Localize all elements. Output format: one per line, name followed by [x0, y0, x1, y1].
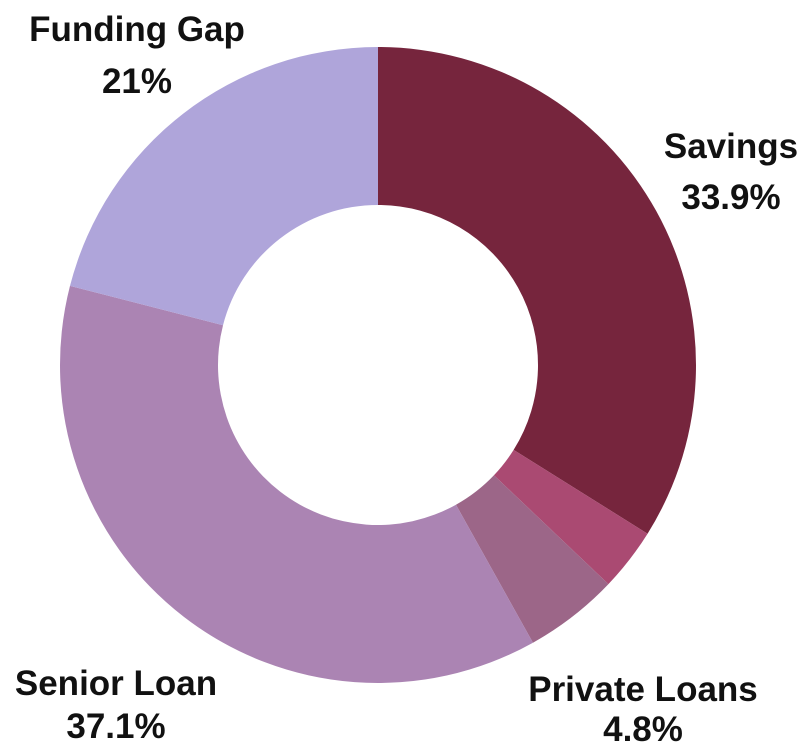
label-savings: Savings 33.9%: [664, 127, 798, 217]
label-senior-loan: Senior Loan 37.1%: [15, 664, 217, 746]
slice-unlabeled-1: [493, 449, 648, 585]
slices-group: [59, 47, 696, 683]
slice-private-loans-2: [455, 475, 609, 643]
slice-label-savings: Savings: [664, 127, 798, 166]
label-funding-gap: Funding Gap 21%: [29, 10, 245, 101]
slice-funding-gap-4: [69, 47, 379, 326]
slice-label-senior-loan: Senior Loan: [15, 664, 217, 703]
slice-value-private-loans: 4.8%: [603, 710, 683, 747]
slice-label-funding-gap: Funding Gap: [29, 10, 245, 49]
slice-value-savings: 33.9%: [681, 178, 780, 217]
label-private-loans: Private Loans 4.8%: [528, 670, 758, 747]
slice-value-senior-loan: 37.1%: [66, 707, 165, 746]
slice-label-private-loans: Private Loans: [528, 670, 758, 709]
slice-senior-loan-3: [59, 285, 533, 683]
slice-value-funding-gap: 21%: [102, 62, 172, 101]
slice-savings-0: [378, 47, 696, 534]
